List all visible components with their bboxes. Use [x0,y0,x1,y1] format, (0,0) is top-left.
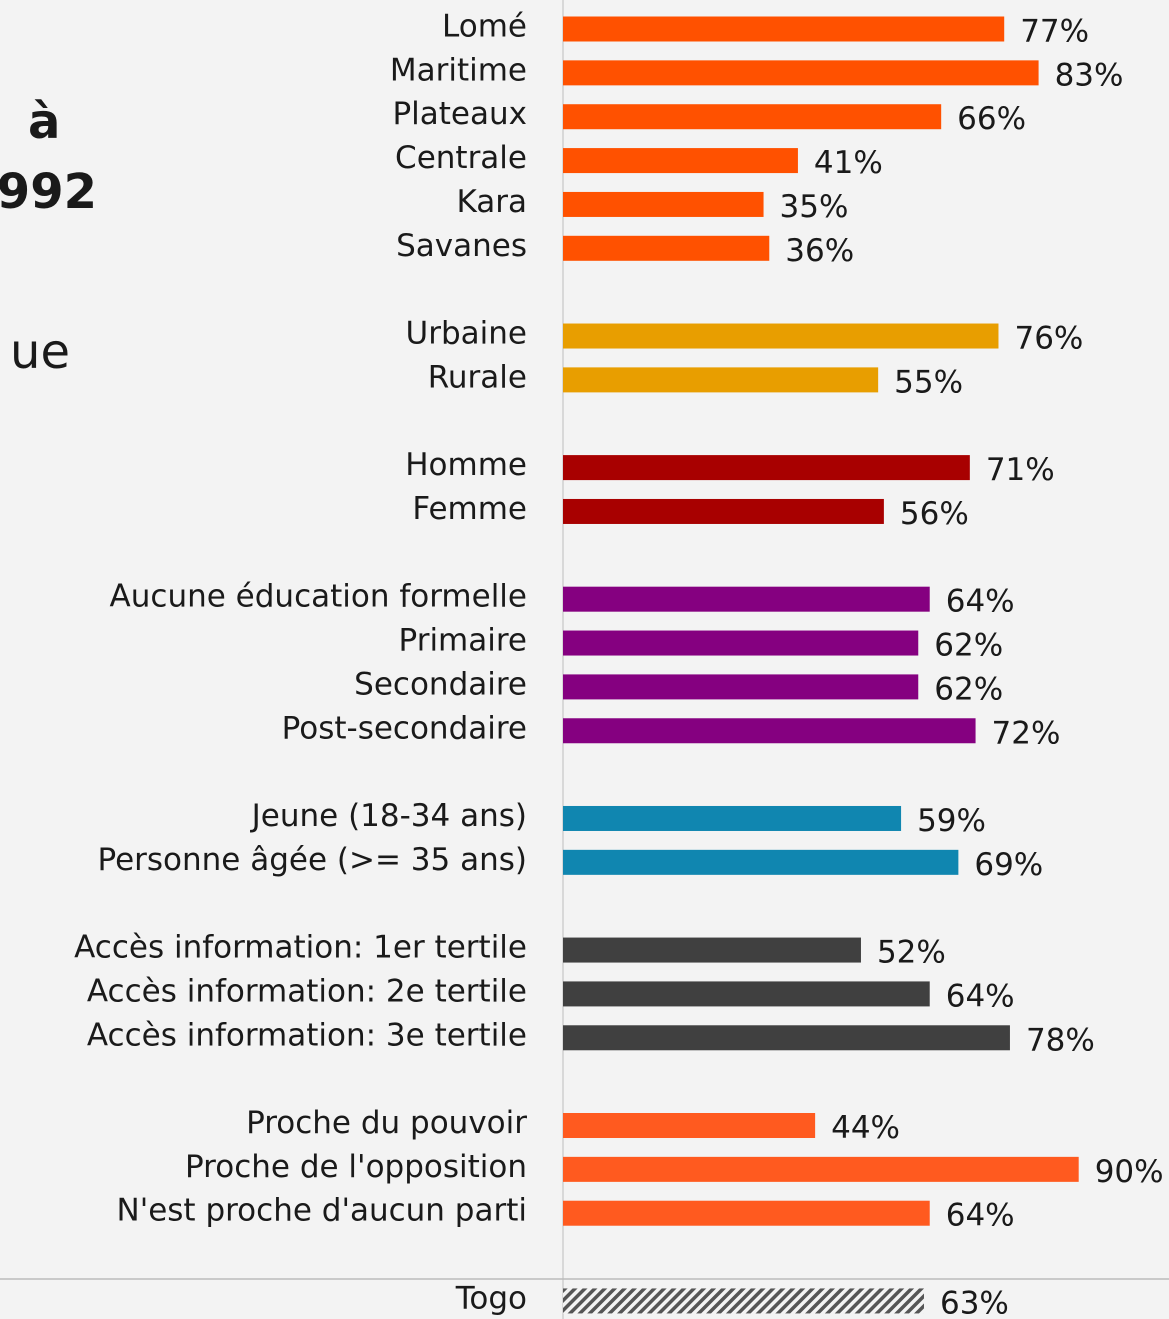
bar [563,1288,924,1314]
value-label: 69% [974,847,1043,883]
bar [563,60,1039,86]
category-label: Centrale [395,140,527,176]
value-label: 64% [946,978,1015,1014]
value-label: 35% [780,189,849,225]
bar [563,674,919,700]
bar [563,191,764,217]
bar [563,1113,816,1138]
category-label: Accès information: 1er tertile [74,930,527,966]
category-label: Jeune (18-34 ans) [250,798,527,834]
category-label: Aucune éducation formelle [110,579,527,615]
category-label: Proche du pouvoir [246,1105,527,1141]
category-label: N'est proche d'aucun parti [117,1193,528,1229]
value-label: 56% [900,496,969,532]
value-label: 83% [1055,57,1124,93]
bar [563,148,798,174]
title-fragment: à [28,94,60,150]
value-label: 44% [831,1110,900,1146]
value-label: 62% [934,628,1003,664]
value-label: 59% [917,803,986,839]
bar [563,718,976,744]
bar [563,104,942,130]
bar [563,937,861,963]
bar [563,367,879,393]
category-label: Homme [405,447,527,483]
value-label: 66% [957,101,1026,137]
title-fragment: 992 [0,164,97,220]
value-label: 41% [814,145,883,181]
bar [563,805,902,831]
category-label: Lomé [442,9,527,45]
value-label: 77% [1020,14,1089,50]
bar [563,630,919,656]
category-label: Togo [455,1280,527,1316]
value-label: 64% [946,1198,1015,1234]
bar [563,498,884,524]
category-label: Savanes [396,228,527,264]
value-label: 90% [1095,1154,1164,1190]
value-label: 71% [986,452,1055,488]
bar [563,1200,930,1226]
value-label: 62% [934,671,1003,707]
value-label: 55% [894,364,963,400]
bar [563,586,930,612]
bar [563,323,999,349]
bar [563,455,970,481]
bar [563,1025,1010,1051]
value-label: 52% [877,935,946,971]
bar [563,981,930,1007]
bar [563,16,1005,42]
category-label: Maritime [390,52,527,88]
bar [563,1156,1079,1182]
value-label: 76% [1014,321,1083,357]
category-label: Femme [412,491,527,527]
bar [563,849,959,875]
subtitle-fragment: ue [10,324,70,380]
value-label: 63% [940,1285,1009,1319]
category-label: Rurale [428,359,527,395]
category-label: Plateaux [392,96,527,132]
value-label: 64% [946,584,1015,620]
category-label: Post-secondaire [282,710,527,746]
bar [563,235,770,261]
value-label: 72% [992,715,1061,751]
category-label: Proche de l'opposition [185,1149,527,1185]
category-label: Secondaire [354,666,527,702]
category-label: Primaire [399,623,527,659]
category-label: Urbaine [406,316,527,352]
category-label: Personne âgée (>= 35 ans) [97,842,527,878]
category-label: Accès information: 3e tertile [87,1017,527,1053]
category-label: Accès information: 2e tertile [87,973,527,1009]
value-label: 36% [785,233,854,269]
value-label: 78% [1026,1022,1095,1058]
category-label: Kara [456,184,527,220]
